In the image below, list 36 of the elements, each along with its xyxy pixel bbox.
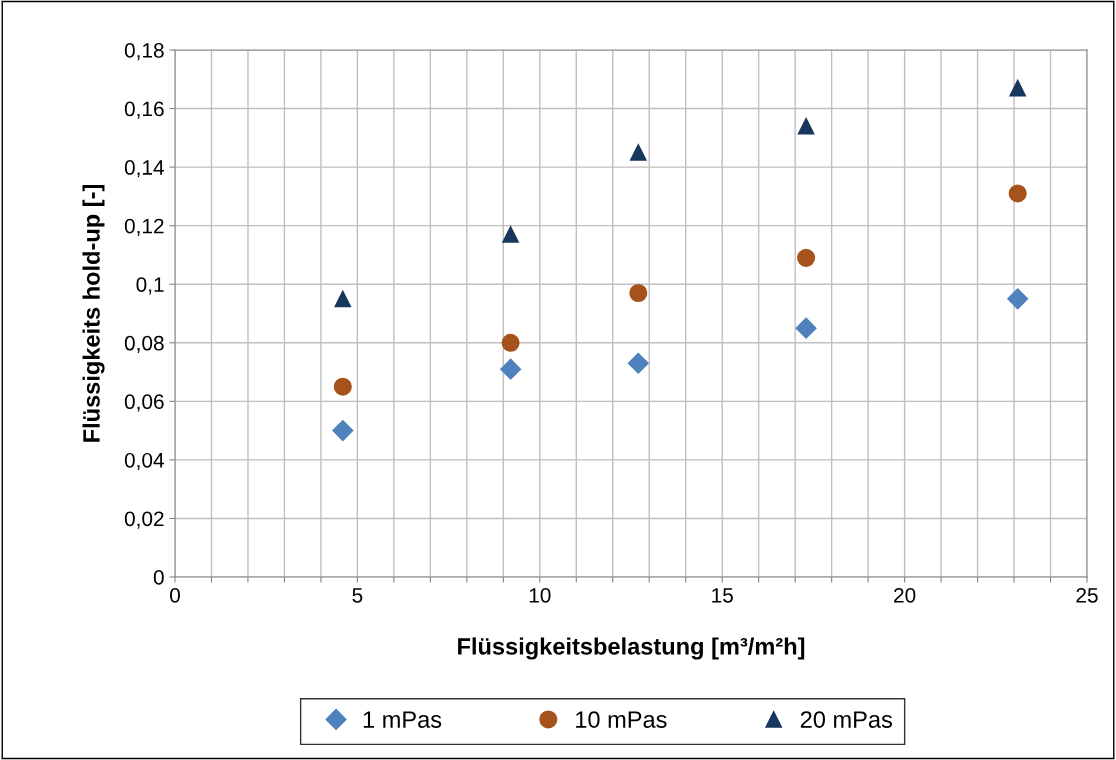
legend-label: 10 mPas [576, 711, 667, 728]
point [795, 317, 817, 339]
x-tick-label: 25 [1076, 587, 1098, 603]
point [500, 358, 522, 380]
y-tick-label: 0,08 [124, 335, 164, 353]
y-tick-label: 0,1 [136, 277, 164, 295]
x-tick-label: 20 [894, 587, 916, 603]
y-tick-label: 0,18 [124, 43, 164, 61]
point [333, 377, 352, 396]
point [502, 226, 519, 243]
y-tick-label: 0,06 [124, 394, 164, 412]
point [797, 248, 816, 267]
point [1009, 79, 1027, 97]
x-axis-title: Flüssigkeitsbelastung [m³/m²h] [458, 637, 805, 660]
y-axis-title: Flüssigkeits hold-up [-] [82, 184, 105, 442]
y-tick-label: 0,02 [124, 511, 164, 529]
y-tick-label: 0,16 [124, 101, 164, 119]
point [1007, 288, 1029, 310]
legend-label: 1 mPas [363, 711, 442, 728]
y-tick-label: 0,14 [124, 160, 164, 178]
point [501, 333, 520, 352]
x-tick-label: 10 [529, 587, 551, 603]
point [797, 117, 815, 135]
point [629, 283, 648, 303]
x-tick-label: 5 [352, 588, 363, 603]
y-tick-label: 0,04 [124, 452, 164, 471]
legend-label: 20 mPas [800, 711, 892, 728]
x-tick-label: 15 [712, 588, 733, 603]
x-tick-label: 0 [170, 587, 180, 603]
point [1008, 184, 1027, 203]
point [629, 144, 647, 161]
point [334, 290, 352, 308]
point [332, 420, 354, 442]
y-tick-label: 0 [153, 570, 164, 585]
y-tick-label: 0,12 [124, 218, 164, 236]
point [627, 352, 649, 374]
